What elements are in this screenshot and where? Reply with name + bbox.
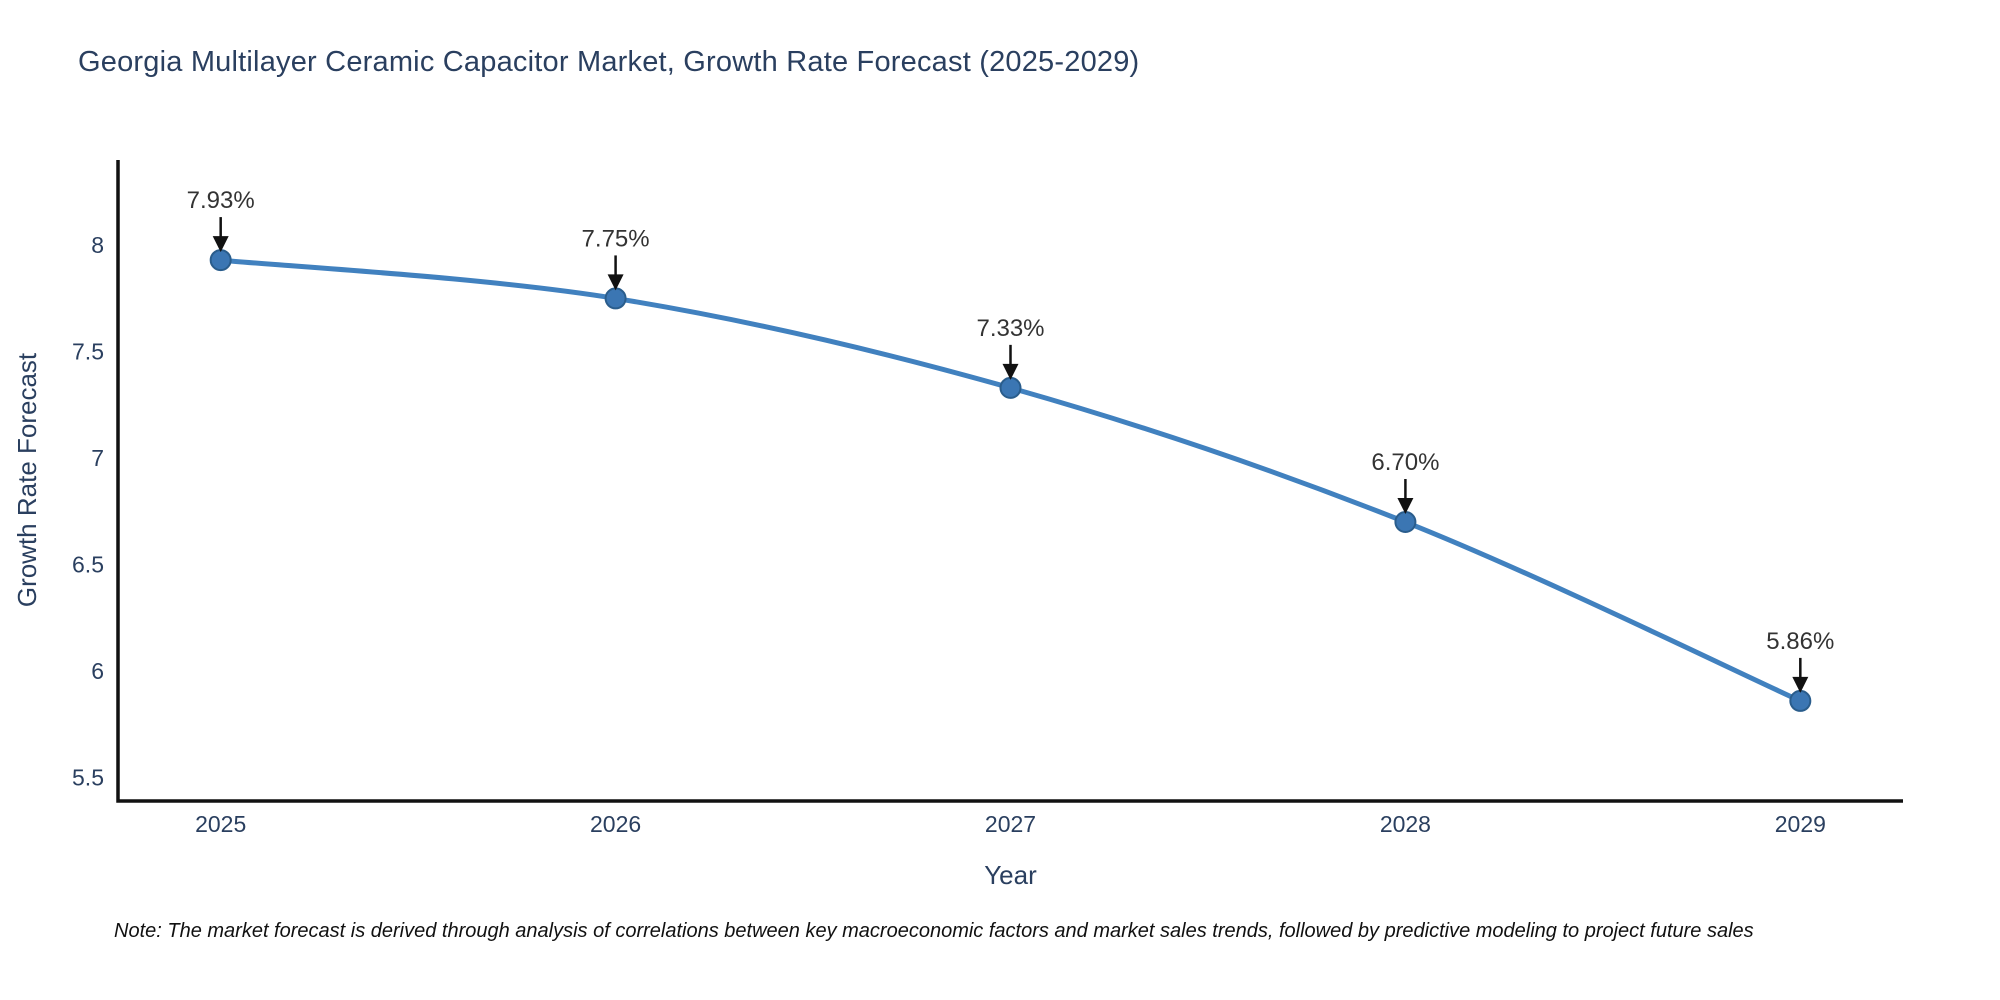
point-annotation: 6.70% [1371, 449, 1439, 476]
y-tick-label: 8 [91, 232, 104, 258]
y-tick-label: 6.5 [72, 552, 104, 578]
axis-lines [116, 160, 1903, 803]
data-point-marker[interactable] [604, 287, 627, 310]
point-annotation: 7.75% [582, 225, 650, 252]
point-annotation: 7.93% [187, 187, 255, 214]
point-annotation: 5.86% [1766, 628, 1834, 655]
annotation-arrow-head [212, 236, 229, 253]
x-tick-label: 2025 [195, 811, 246, 837]
data-point-marker[interactable] [1394, 511, 1417, 534]
y-tick-label: 7.5 [72, 339, 104, 365]
x-tick-label: 2028 [1380, 811, 1431, 837]
y-axis-label: Growth Rate Forecast [12, 352, 42, 607]
annotation-arrow-head [1002, 363, 1019, 380]
point-annotation: 7.33% [976, 315, 1044, 342]
data-point-marker[interactable] [1789, 689, 1812, 712]
annotation-arrow-head [607, 274, 624, 291]
data-point-marker[interactable] [209, 249, 232, 272]
x-tick-label: 2027 [985, 811, 1036, 837]
annotation-arrow-head [1397, 498, 1414, 515]
y-tick-label: 6 [91, 658, 104, 684]
data-point-marker[interactable] [999, 376, 1022, 399]
annotation-arrow-head [1792, 676, 1809, 693]
footnote: Note: The market forecast is derived thr… [114, 920, 1754, 942]
x-tick-label: 2029 [1775, 811, 1826, 837]
x-axis-label: Year [984, 860, 1037, 890]
chart-title: Georgia Multilayer Ceramic Capacitor Mar… [78, 46, 1140, 78]
y-tick-label: 7 [91, 445, 104, 471]
y-tick-label: 5.5 [72, 765, 104, 791]
x-tick-label: 2026 [590, 811, 641, 837]
